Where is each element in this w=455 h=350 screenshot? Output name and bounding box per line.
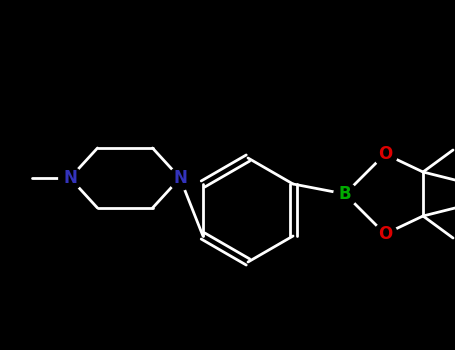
Text: N: N	[63, 169, 77, 187]
Text: N: N	[173, 169, 187, 187]
Text: O: O	[378, 225, 392, 243]
Text: B: B	[339, 185, 351, 203]
Text: O: O	[378, 145, 392, 163]
